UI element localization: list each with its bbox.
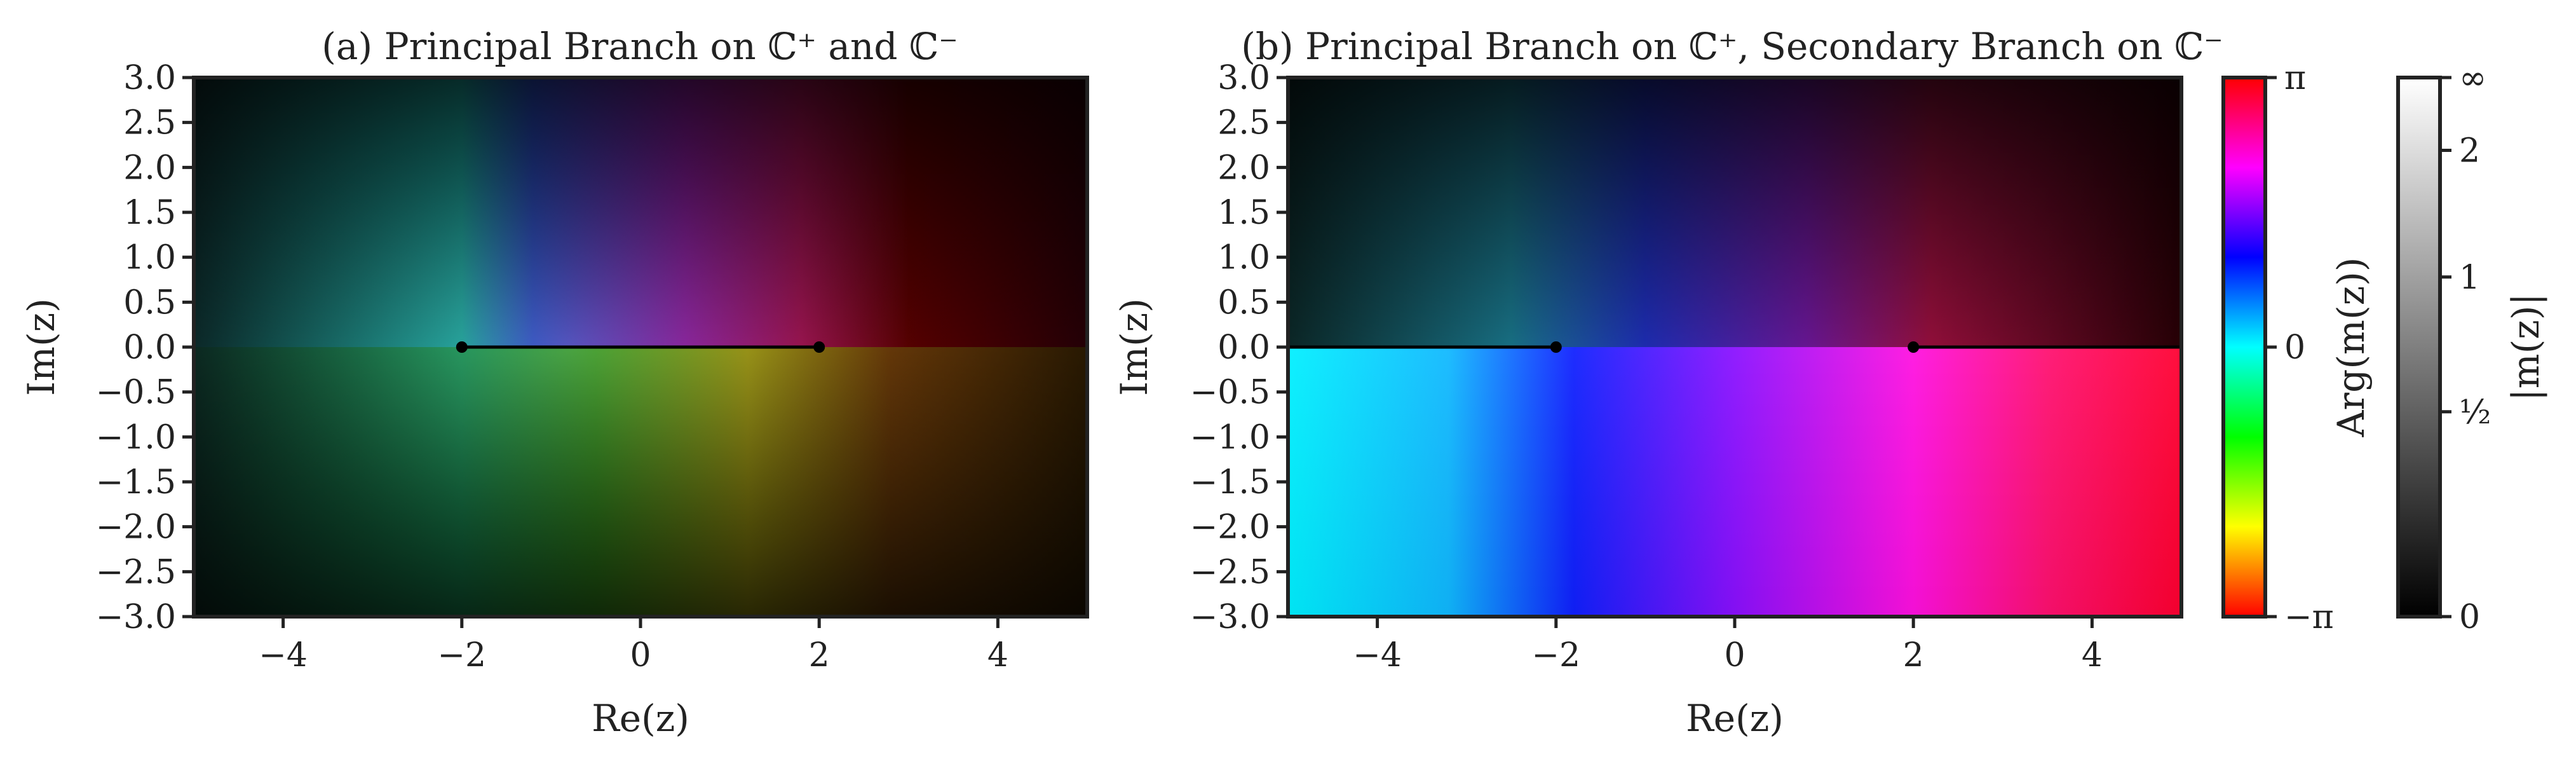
panel-a-title: (a) Principal Branch on ℂ⁺ and ℂ⁻ xyxy=(322,25,958,68)
arg-colorbar: π 0 −π Arg(m(z)) xyxy=(2221,59,2373,636)
panel-b-xtick-label: −4 xyxy=(1353,636,1402,674)
panel-b-xtick-label: −2 xyxy=(1531,636,1580,674)
panel-b-yticks: 3.0 2.5 2.0 1.5 1.0 0.5 0.0 −0.5 −1.0 −1.5 −2.0 −2.… xyxy=(1190,59,1288,636)
mod-colorbar-frame xyxy=(2396,76,2442,619)
panel-b-ytick-label: 0.0 xyxy=(1217,329,1270,367)
panel-b-ytick-label: −0.5 xyxy=(1190,374,1270,412)
panel-a-ytick-label: −2.5 xyxy=(96,553,176,591)
arg-colorbar-ticks: π 0 −π xyxy=(2265,59,2334,636)
arg-colorbar-gradient xyxy=(2223,78,2265,617)
panel-b-branch-point-right xyxy=(1908,341,1920,353)
arg-colorbar-tick-label: −π xyxy=(2284,598,2334,636)
panel-a-ytick-label: 1.5 xyxy=(123,194,176,232)
mod-colorbar-gradient xyxy=(2398,78,2440,617)
panel-b: (b) Principal Branch on ℂ⁺, Secondary Br… xyxy=(1113,25,2223,740)
panel-b-xlabel: Re(z) xyxy=(1686,697,1784,740)
mod-colorbar-tick-label: ∞ xyxy=(2459,59,2486,97)
panel-a-branch-point-left xyxy=(456,341,468,353)
mod-colorbar-tick-label: 0 xyxy=(2459,598,2480,636)
panel-a: (a) Principal Branch on ℂ⁺ and ℂ⁻ −4 −2 0 2… xyxy=(20,25,1089,740)
panel-a-ytick-label: 2.5 xyxy=(123,104,176,142)
panel-a-xtick-label: −2 xyxy=(437,636,486,674)
panel-b-heatmap xyxy=(1288,78,2181,617)
panel-a-ytick-label: 2.0 xyxy=(123,149,176,187)
mod-colorbar: ∞ 2 1 ½ 0 |m(z)| xyxy=(2396,59,2547,636)
panel-a-xtick-label: 0 xyxy=(630,636,651,674)
mod-colorbar-tick-label: 2 xyxy=(2459,132,2480,170)
panel-b-xticks: −4 −2 0 2 4 xyxy=(1353,617,2103,674)
panel-b-ytick-label: −2.5 xyxy=(1190,553,1270,591)
arg-colorbar-tick-label: 0 xyxy=(2284,329,2305,367)
arg-colorbar-tick-label: π xyxy=(2284,59,2306,97)
panel-a-xlabel: Re(z) xyxy=(592,697,689,740)
panel-a-ytick-label: 1.0 xyxy=(123,239,176,277)
panel-b-ytick-label: −2.0 xyxy=(1190,509,1270,547)
panel-a-ytick-label: −2.0 xyxy=(96,509,176,547)
panel-a-ytick-label: −1.5 xyxy=(96,463,176,502)
panel-b-ytick-label: 1.5 xyxy=(1217,194,1270,232)
panel-b-ytick-label: 2.0 xyxy=(1217,149,1270,187)
panel-a-ytick-label: 3.0 xyxy=(123,59,176,97)
mod-colorbar-tick-label: 1 xyxy=(2459,259,2480,297)
panel-a-ytick-label: 0.0 xyxy=(123,329,176,367)
mod-colorbar-label: |m(z)| xyxy=(2504,293,2547,401)
panel-b-ytick-label: 1.0 xyxy=(1217,239,1270,277)
panel-a-yticks: 3.0 2.5 2.0 1.5 1.0 0.5 0.0 −0.5 −1.0 −1.5 −2.0 −2.… xyxy=(96,59,194,636)
panel-b-ytick-label: −3.0 xyxy=(1190,598,1270,636)
mod-colorbar-tick-label: ½ xyxy=(2459,393,2491,432)
panel-a-ylabel: Im(z) xyxy=(20,298,63,396)
panel-a-xtick-label: 2 xyxy=(809,636,830,674)
panel-b-ytick-label: 2.5 xyxy=(1217,104,1270,142)
panel-b-branch-point-left xyxy=(1550,341,1562,353)
panel-b-ytick-label: −1.0 xyxy=(1190,418,1270,456)
panel-a-xticks: −4 −2 0 2 4 xyxy=(259,617,1008,674)
panel-a-ytick-label: −1.0 xyxy=(96,418,176,456)
panel-b-ytick-label: 0.5 xyxy=(1217,284,1270,322)
panel-a-ytick-label: 0.5 xyxy=(123,284,176,322)
panel-a-branch-point-right xyxy=(813,341,825,353)
panel-a-ytick-label: −0.5 xyxy=(96,374,176,412)
arg-colorbar-label: Arg(m(z)) xyxy=(2329,257,2373,438)
panel-b-ytick-label: 3.0 xyxy=(1217,59,1270,97)
panel-a-ytick-label: −3.0 xyxy=(96,598,176,636)
panel-b-xtick-label: 4 xyxy=(2082,636,2103,674)
panel-b-ytick-label: −1.5 xyxy=(1190,463,1270,502)
panel-a-xtick-label: 4 xyxy=(987,636,1008,674)
panel-b-xtick-label: 0 xyxy=(1724,636,1745,674)
panel-b-xtick-label: 2 xyxy=(1903,636,1924,674)
panel-a-xtick-label: −4 xyxy=(259,636,308,674)
mod-colorbar-ticks: ∞ 2 1 ½ 0 xyxy=(2440,59,2491,636)
panel-b-ylabel: Im(z) xyxy=(1113,298,1156,396)
panel-b-title: (b) Principal Branch on ℂ⁺, Secondary Br… xyxy=(1241,25,2223,68)
